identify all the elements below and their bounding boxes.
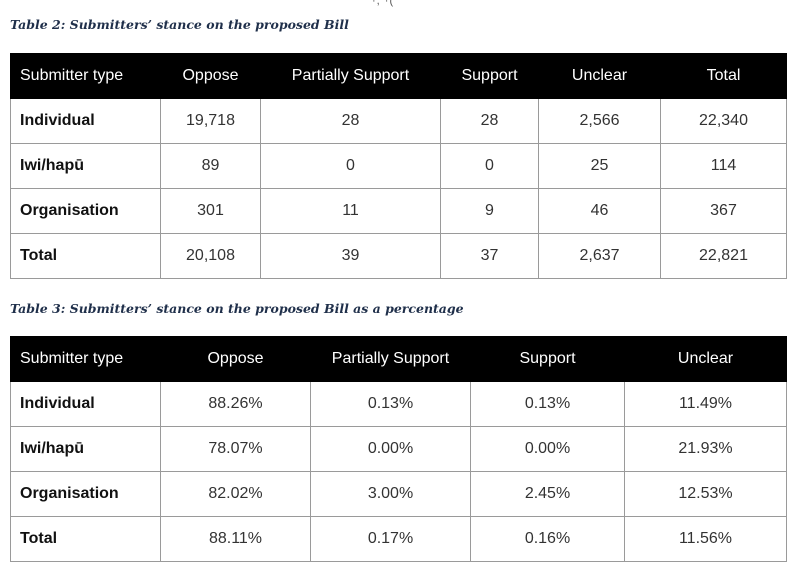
- table-cell: 0.13%: [470, 381, 625, 427]
- table-row: Individual 19,718 28 28 2,566 22,340: [10, 98, 787, 144]
- table-row: Organisation 301 11 9 46 367: [10, 188, 787, 234]
- table-row-total: Total 88.11% 0.17% 0.16% 11.56%: [10, 516, 787, 562]
- table-cell: 2.45%: [470, 471, 625, 517]
- table-cell: 20,108: [160, 233, 261, 279]
- table-cell: 88.11%: [160, 516, 311, 562]
- column-header-unclear: Unclear: [538, 53, 661, 99]
- table-3-stance-percentages: Submitter type Oppose Partially Support …: [10, 336, 787, 562]
- table-row: Iwi/hapū 89 0 0 25 114: [10, 143, 787, 189]
- column-header-partially-support: Partially Support: [310, 336, 471, 382]
- table-cell: 19,718: [160, 98, 261, 144]
- row-label: Iwi/hapū: [10, 426, 161, 472]
- table-cell: 28: [260, 98, 441, 144]
- table-cell: 0.00%: [310, 426, 471, 472]
- table-cell: 82.02%: [160, 471, 311, 517]
- column-header-total: Total: [660, 53, 787, 99]
- table-cell: 28: [440, 98, 539, 144]
- column-header-submitter-type: Submitter type: [10, 53, 161, 99]
- table-cell: 114: [660, 143, 787, 189]
- table-cell: 37: [440, 233, 539, 279]
- row-label: Organisation: [10, 471, 161, 517]
- column-header-submitter-type: Submitter type: [10, 336, 161, 382]
- table-cell: 22,340: [660, 98, 787, 144]
- table-cell: 3.00%: [310, 471, 471, 517]
- table-cell: 22,821: [660, 233, 787, 279]
- table-cell: 0: [260, 143, 441, 189]
- table-cell: 46: [538, 188, 661, 234]
- table-cell: 0.00%: [470, 426, 625, 472]
- column-header-support: Support: [440, 53, 539, 99]
- column-header-partially-support: Partially Support: [260, 53, 441, 99]
- table-cell: 11.49%: [624, 381, 787, 427]
- table-cell: 88.26%: [160, 381, 311, 427]
- table-row-total: Total 20,108 39 37 2,637 22,821: [10, 233, 787, 279]
- row-label: Total: [10, 233, 161, 279]
- row-label: Organisation: [10, 188, 161, 234]
- table-row: Iwi/hapū 78.07% 0.00% 0.00% 21.93%: [10, 426, 787, 472]
- row-label: Iwi/hapū: [10, 143, 161, 189]
- table-cell: 12.53%: [624, 471, 787, 517]
- table-header-row: Submitter type Oppose Partially Support …: [10, 336, 787, 382]
- table-cell: 0.13%: [310, 381, 471, 427]
- table-cell: 21.93%: [624, 426, 787, 472]
- table-cell: 39: [260, 233, 441, 279]
- clipped-text-fragment: ·, ·(: [372, 0, 395, 7]
- row-label: Individual: [10, 381, 161, 427]
- table-2-caption: Table 2: Submitters’ stance on the propo…: [10, 17, 349, 32]
- table-cell: 11: [260, 188, 441, 234]
- table-3-caption: Table 3: Submitters’ stance on the propo…: [10, 301, 464, 316]
- column-header-oppose: Oppose: [160, 336, 311, 382]
- table-header-row: Submitter type Oppose Partially Support …: [10, 53, 787, 99]
- table-cell: 0.17%: [310, 516, 471, 562]
- table-cell: 0: [440, 143, 539, 189]
- table-cell: 78.07%: [160, 426, 311, 472]
- row-label: Total: [10, 516, 161, 562]
- table-row: Organisation 82.02% 3.00% 2.45% 12.53%: [10, 471, 787, 517]
- table-row: Individual 88.26% 0.13% 0.13% 11.49%: [10, 381, 787, 427]
- table-cell: 301: [160, 188, 261, 234]
- table-cell: 89: [160, 143, 261, 189]
- column-header-oppose: Oppose: [160, 53, 261, 99]
- column-header-support: Support: [470, 336, 625, 382]
- table-cell: 2,637: [538, 233, 661, 279]
- table-cell: 2,566: [538, 98, 661, 144]
- table-2-stance-counts: Submitter type Oppose Partially Support …: [10, 53, 787, 279]
- table-cell: 9: [440, 188, 539, 234]
- table-cell: 25: [538, 143, 661, 189]
- table-cell: 11.56%: [624, 516, 787, 562]
- table-cell: 0.16%: [470, 516, 625, 562]
- table-cell: 367: [660, 188, 787, 234]
- row-label: Individual: [10, 98, 161, 144]
- column-header-unclear: Unclear: [624, 336, 787, 382]
